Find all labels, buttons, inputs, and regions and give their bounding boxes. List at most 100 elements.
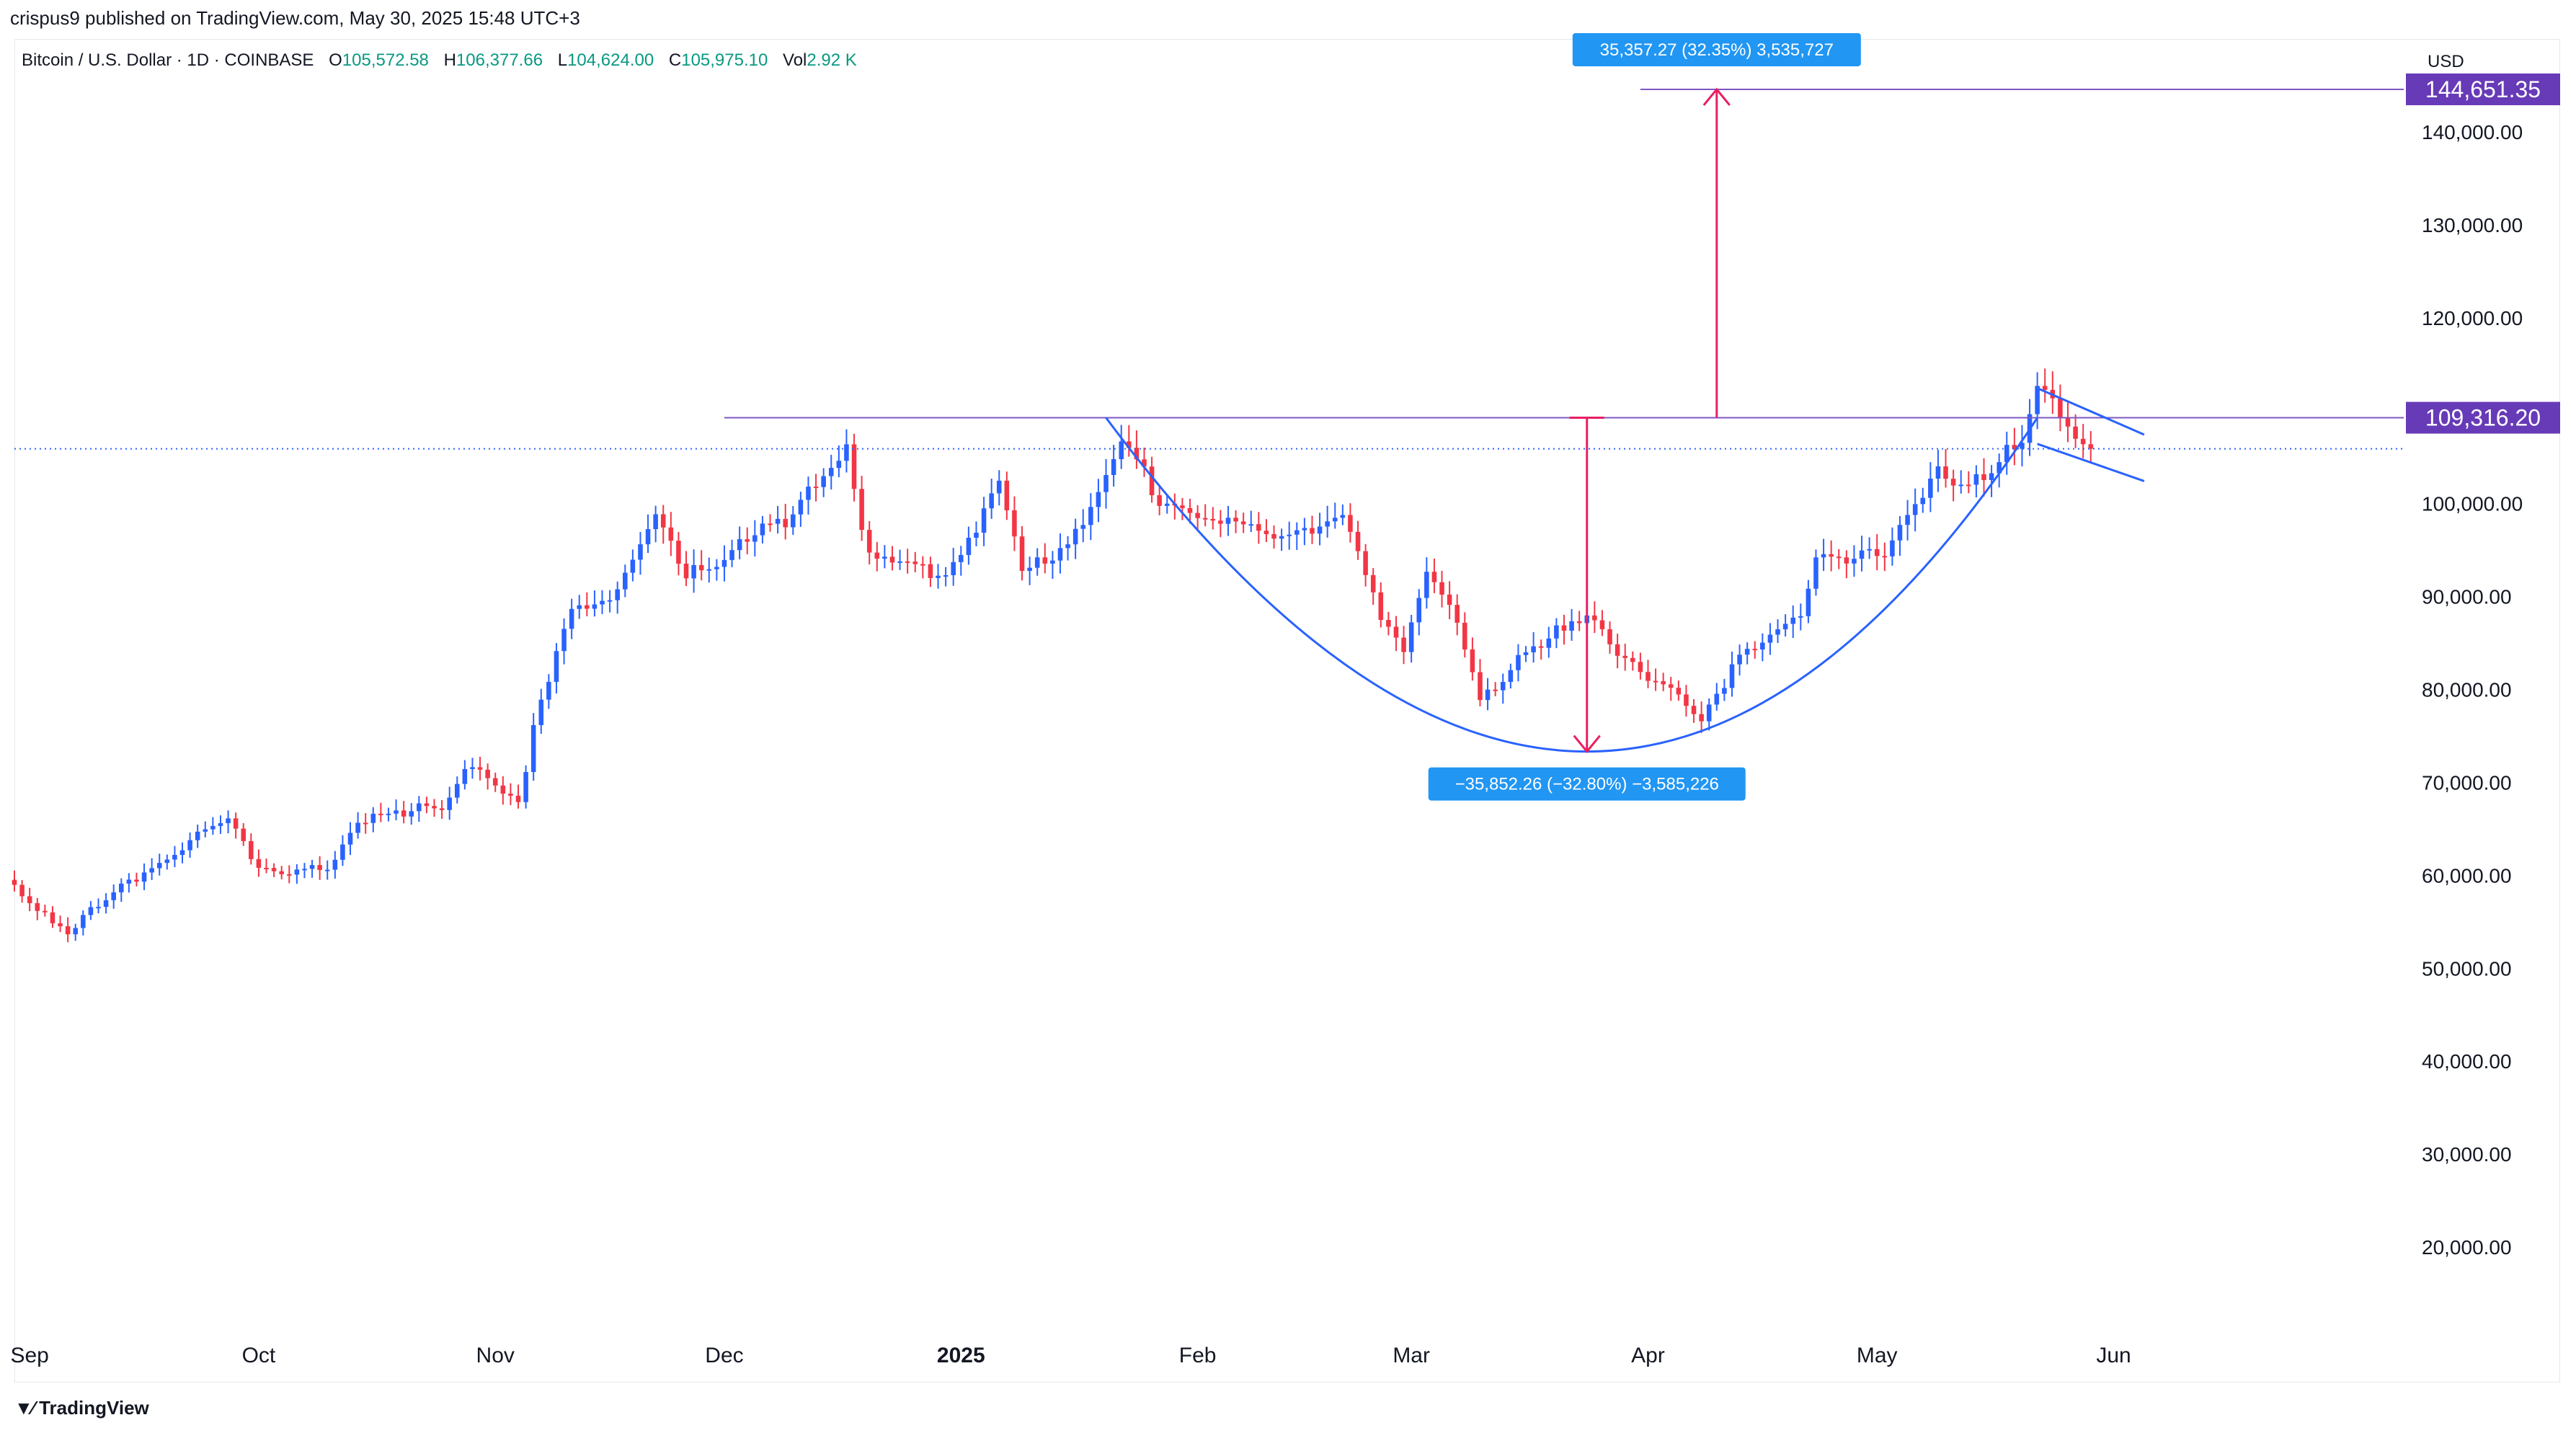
candle-body bbox=[1706, 704, 1712, 722]
candle-body bbox=[592, 604, 598, 609]
candle-body bbox=[943, 574, 949, 577]
high-value: 106,377.66 bbox=[456, 50, 543, 70]
chart-frame bbox=[14, 39, 2560, 1383]
candle-body bbox=[1111, 458, 1116, 475]
candle-body bbox=[1943, 466, 1948, 479]
symbol-title[interactable]: Bitcoin / U.S. Dollar · 1D · COINBASE bbox=[22, 50, 314, 70]
candle-body bbox=[1401, 637, 1406, 652]
candle-body bbox=[1210, 518, 1216, 521]
candle-body bbox=[179, 850, 185, 856]
currency-selector[interactable]: USD bbox=[2428, 52, 2464, 71]
x-tick-label: Mar bbox=[1393, 1344, 1430, 1367]
candle-body bbox=[630, 559, 636, 573]
x-tick-label: Apr bbox=[1631, 1344, 1665, 1367]
y-tick-label: 90,000.00 bbox=[2422, 586, 2512, 608]
candle-body bbox=[1928, 478, 1933, 498]
candle-body bbox=[554, 651, 559, 682]
measure-up-arrow-head bbox=[1702, 87, 1731, 106]
candle-body bbox=[1531, 646, 1536, 652]
candle-body bbox=[447, 797, 452, 810]
candle-body bbox=[1424, 572, 1429, 598]
footer-brand[interactable]: ▼⁄ TradingView bbox=[14, 1397, 149, 1419]
candle-body bbox=[164, 859, 170, 864]
candle-body bbox=[1638, 662, 1643, 673]
candle-body bbox=[1973, 474, 1979, 485]
candle-body bbox=[1576, 621, 1582, 624]
candle-body bbox=[989, 493, 994, 509]
candle-body bbox=[195, 831, 200, 840]
candle-body bbox=[600, 600, 605, 605]
publish-caption: crispus9 published on TradingView.com, M… bbox=[10, 7, 580, 29]
y-tick-label: 20,000.00 bbox=[2422, 1236, 2512, 1259]
candle-body bbox=[791, 514, 796, 528]
candle-body bbox=[2058, 398, 2063, 418]
candle-body bbox=[401, 810, 407, 817]
candle-body bbox=[768, 523, 773, 525]
candle-body bbox=[111, 892, 116, 900]
candle-body bbox=[561, 629, 567, 652]
candle-body bbox=[1722, 688, 1727, 694]
candle-body bbox=[737, 539, 742, 551]
candle-body bbox=[233, 818, 239, 829]
close-value: 105,975.10 bbox=[681, 50, 768, 70]
candle-body bbox=[1523, 652, 1529, 655]
candle-body bbox=[752, 535, 758, 542]
candle-body bbox=[363, 822, 368, 825]
candle-body bbox=[974, 532, 979, 538]
y-tick-label: 80,000.00 bbox=[2422, 679, 2512, 701]
volume-value: 2.92 K bbox=[807, 50, 857, 70]
flag-upper-line bbox=[2037, 387, 2145, 436]
candle-body bbox=[966, 538, 972, 555]
candle-body bbox=[1668, 684, 1674, 688]
candle-body bbox=[1134, 448, 1140, 460]
y-tick-label: 60,000.00 bbox=[2422, 864, 2512, 887]
candle-body bbox=[1950, 479, 1956, 486]
y-tick-label: 40,000.00 bbox=[2422, 1050, 2512, 1073]
candle-body bbox=[1065, 544, 1070, 549]
candle-body bbox=[2073, 426, 2078, 439]
candle-body bbox=[1630, 657, 1635, 662]
drawings-layer: 109,316.20 144,651.35 35,357.27 (32.35%) 3… bbox=[14, 32, 2560, 801]
candle-body bbox=[1088, 507, 1093, 525]
candle-body bbox=[530, 724, 536, 773]
close-label: C bbox=[668, 50, 682, 70]
candle-body bbox=[1897, 525, 1903, 541]
candle-body bbox=[806, 487, 811, 500]
y-tick-label: 100,000.00 bbox=[2422, 493, 2523, 515]
candle-body bbox=[1462, 622, 1467, 650]
candle-body bbox=[1592, 615, 1597, 621]
candle-body bbox=[1180, 505, 1185, 508]
candle-body bbox=[515, 795, 521, 802]
candle-body bbox=[1836, 556, 1842, 559]
candle-body bbox=[683, 563, 689, 579]
candle-body bbox=[1050, 560, 1055, 564]
candle-body bbox=[73, 928, 79, 935]
candle-body bbox=[1775, 629, 1780, 635]
candle-body bbox=[1905, 515, 1910, 525]
candle-body bbox=[317, 865, 322, 870]
candle-body bbox=[156, 863, 162, 869]
candle-body bbox=[332, 859, 338, 870]
measure-down-badge-label: −35,852.26 (−32.80%) −3,585,226 bbox=[1455, 775, 1719, 794]
candle-body bbox=[1233, 518, 1238, 522]
candle-body bbox=[424, 803, 430, 807]
candle-body bbox=[309, 865, 315, 869]
low-value: 104,624.00 bbox=[567, 50, 654, 70]
x-tick-label: 2025 bbox=[937, 1344, 985, 1367]
x-tick-label: Nov bbox=[476, 1344, 515, 1367]
candle-body bbox=[1004, 480, 1010, 510]
candle-body bbox=[1981, 474, 1986, 480]
candle-body bbox=[149, 868, 154, 873]
candle-body bbox=[1034, 557, 1040, 568]
candle-body bbox=[1874, 549, 1880, 556]
y-tick-label: 30,000.00 bbox=[2422, 1143, 2512, 1166]
y-tick-label: 70,000.00 bbox=[2422, 771, 2512, 794]
x-tick-label: Dec bbox=[705, 1344, 743, 1367]
candle-body bbox=[1439, 582, 1444, 595]
candle-body bbox=[1447, 594, 1452, 605]
candle-body bbox=[660, 514, 666, 528]
candle-body bbox=[607, 600, 613, 602]
candle-body bbox=[324, 869, 330, 871]
symbol-legend: Bitcoin / U.S. Dollar · 1D · COINBASE O1… bbox=[22, 50, 867, 71]
